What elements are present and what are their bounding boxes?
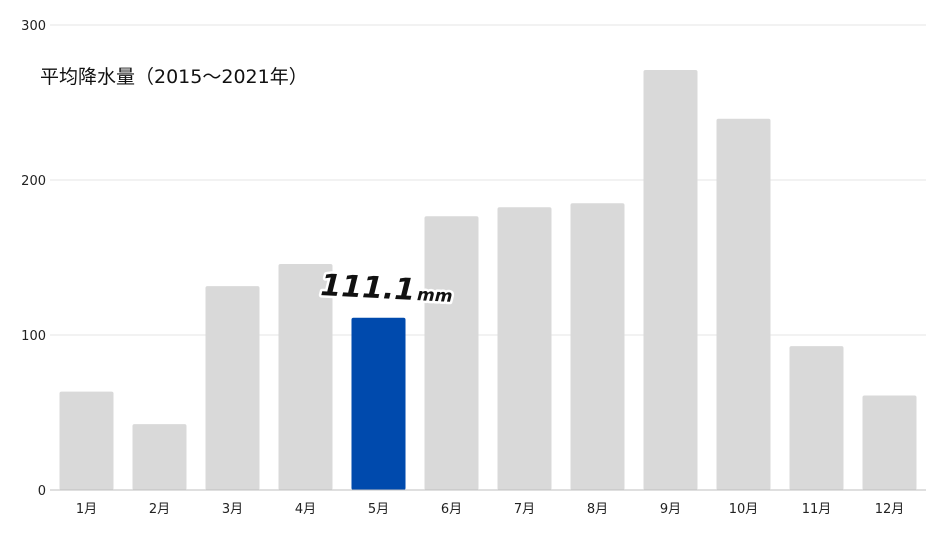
x-tick-label: 10月 (729, 502, 759, 517)
svg-text:111.1mm: 111.1mm (320, 268, 454, 310)
y-axis-ticks: 0 100 200 300 (21, 19, 46, 499)
y-tick-label: 100 (21, 329, 46, 344)
bar (862, 395, 917, 490)
bar (497, 207, 552, 490)
x-axis-labels: 1月 2月 3月 4月 5月 6月 7月 8月 9月 10月 11月 12月 (76, 502, 904, 517)
y-tick-label: 300 (21, 19, 46, 34)
bar (205, 286, 260, 490)
x-tick-label: 5月 (368, 502, 389, 517)
bar (424, 216, 479, 490)
gridlines (50, 24, 926, 336)
highlight-callout: 111.1mm (317, 266, 455, 311)
x-tick-label: 4月 (295, 502, 316, 517)
bar (278, 264, 333, 490)
x-tick-label: 6月 (441, 502, 462, 517)
bar (789, 346, 844, 490)
chart-title: 平均降水量（2015〜2021年） (40, 66, 308, 88)
y-tick-label: 0 (38, 484, 46, 499)
bar (643, 69, 698, 490)
highlight-unit: mm (417, 285, 453, 307)
x-tick-label: 3月 (222, 502, 243, 517)
x-tick-label: 11月 (802, 502, 832, 517)
x-tick-label: 12月 (875, 502, 905, 517)
x-tick-label: 8月 (587, 502, 608, 517)
bars (59, 69, 917, 491)
y-tick-label: 200 (21, 174, 46, 189)
x-tick-label: 1月 (76, 502, 97, 517)
bar (716, 118, 771, 491)
highlight-value: 111.1 (320, 268, 417, 308)
bar (132, 424, 187, 490)
bar (59, 391, 114, 490)
x-tick-label: 9月 (660, 502, 681, 517)
x-tick-label: 7月 (514, 502, 535, 517)
bar-highlighted (351, 317, 406, 490)
bar (570, 203, 625, 490)
x-tick-label: 2月 (149, 502, 170, 517)
